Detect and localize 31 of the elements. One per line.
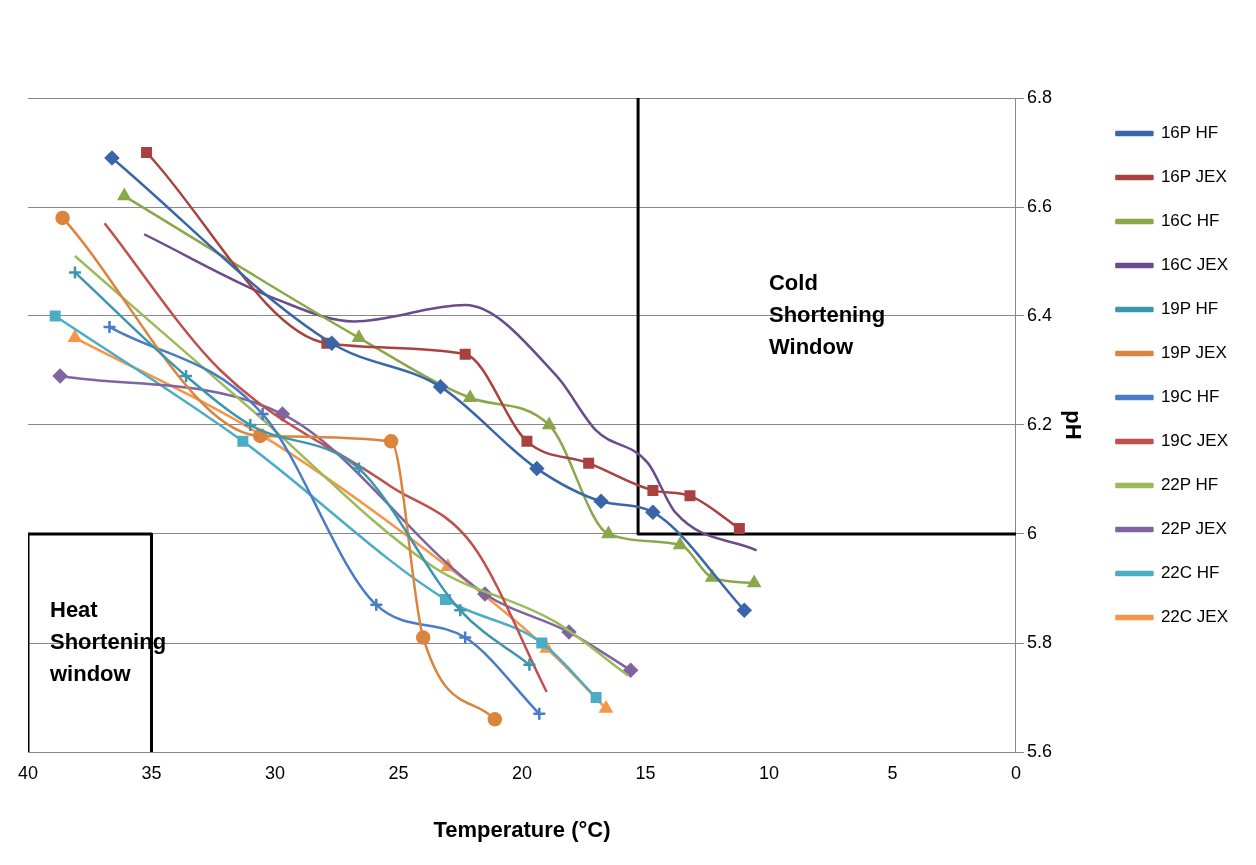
- legend-label: 19C JEX: [1160, 431, 1229, 451]
- y-tick-label: 6.4: [1026, 304, 1053, 325]
- y-tick-label: 6.6: [1026, 195, 1053, 216]
- x-tick-label: 5: [887, 762, 898, 783]
- annotation: Cold Shortening Window: [768, 270, 886, 360]
- legend-label: 16C JEX: [1160, 255, 1229, 275]
- x-tick-label: 35: [141, 762, 162, 783]
- legend-label: 19C HF: [1160, 387, 1220, 407]
- x-tick-label: 10: [758, 762, 780, 783]
- legend-label: 22C HF: [1160, 563, 1220, 583]
- y-tick-label: 5.8: [1026, 631, 1053, 652]
- y-tick-label: 6.8: [1026, 86, 1053, 107]
- legend-label: 16P HF: [1160, 123, 1219, 143]
- y-tick-label: 6: [1026, 522, 1038, 543]
- x-tick-label: 0: [1010, 762, 1021, 783]
- x-tick-label: 15: [635, 762, 656, 783]
- legend-label: 22P JEX: [1160, 519, 1227, 539]
- x-axis-title: Temperature (°C): [433, 816, 611, 842]
- legend-label: 19P HF: [1160, 299, 1219, 319]
- x-tick-label: 40: [17, 762, 39, 783]
- legend-label: 16P JEX: [1160, 167, 1227, 187]
- x-tick-label: 25: [388, 762, 409, 783]
- legend-label: 22P HF: [1160, 475, 1219, 495]
- legend-label: 19P JEX: [1160, 343, 1227, 363]
- legend-label: 22C JEX: [1160, 607, 1229, 627]
- x-tick-label: 20: [511, 762, 533, 783]
- legend-label: 16C HF: [1160, 211, 1220, 231]
- y-tick-label: 5.6: [1026, 740, 1053, 761]
- y-axis-title: pH: [1061, 410, 1087, 440]
- x-tick-label: 30: [264, 762, 286, 783]
- y-tick-label: 6.2: [1026, 413, 1053, 434]
